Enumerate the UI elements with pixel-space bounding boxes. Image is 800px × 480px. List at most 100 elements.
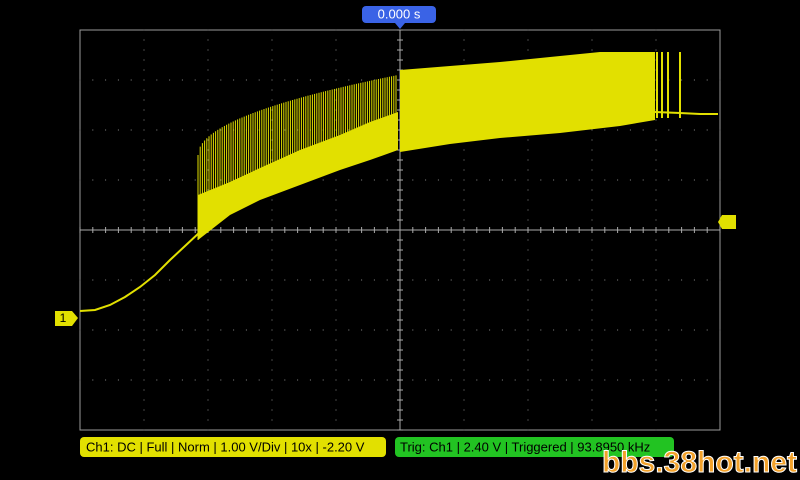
grid-dot [719,179,721,181]
grid-dot [361,179,363,181]
grid-dot [681,79,683,81]
grid-dot [271,309,273,311]
grid-dot [271,49,273,51]
grid-dot [591,279,593,281]
grid-dot [143,119,145,121]
grid-dot [604,279,606,281]
grid-dot [143,319,145,321]
grid-dot [297,379,299,381]
grid-dot [642,379,644,381]
timebase-badge [362,6,436,23]
grid-dot [271,379,273,381]
grid-dot [463,59,465,61]
grid-dot [501,329,503,331]
grid-dot [335,89,337,91]
grid-dot [143,239,145,241]
grid-dot [463,199,465,201]
grid-dot [271,159,273,161]
grid-dot [591,369,593,371]
grid-dot [361,329,363,331]
grid-dot [348,379,350,381]
grid-dot [527,209,529,211]
grid-dot [207,179,209,181]
grid-dot [527,189,529,191]
watermark: bbs.38hot.net [602,446,797,479]
grid-dot [655,29,657,31]
grid-dot [207,49,209,51]
grid-dot [591,209,593,211]
grid-dot [591,269,593,271]
grid-dot [617,129,619,131]
grid-dot [463,429,465,431]
grid-dot [476,379,478,381]
grid-dot [271,249,273,251]
grid-dot [655,339,657,341]
grid-dot [527,179,529,181]
grid-dot [79,79,81,81]
grid-dot [527,169,529,171]
grid-dot [143,379,145,381]
grid-dot [527,329,529,331]
grid-dot [693,379,695,381]
grid-dot [425,329,427,331]
grid-dot [207,39,209,41]
grid-dot [527,319,529,321]
grid-dot [476,279,478,281]
grid-dot [348,79,350,81]
grid-dot [412,279,414,281]
grid-dot [565,329,567,331]
grid-dot [527,139,529,141]
grid-dot [207,169,209,171]
trigger-position-marker [395,23,405,29]
grid-dot [271,349,273,351]
grid-dot [207,329,209,331]
grid-dot [258,79,260,81]
grid-dot [437,179,439,181]
grid-dot [284,329,286,331]
grid-dot [233,279,235,281]
grid-dot [591,129,593,131]
grid-dot [463,289,465,291]
grid-dot [629,129,631,131]
grid-dot [527,49,529,51]
grid-dot [476,179,478,181]
grid-dot [591,49,593,51]
grid-dot [143,49,145,51]
grid-dot [271,299,273,301]
grid-dot [373,179,375,181]
grid-dot [143,169,145,171]
grid-dot [527,419,529,421]
grid-dot [271,289,273,291]
grid-dot [463,369,465,371]
grid-dot [463,239,465,241]
grid-dot [194,329,196,331]
grid-dot [540,329,542,331]
grid-dot [668,129,670,131]
grid-dot [335,39,337,41]
grid-dot [373,329,375,331]
grid-dot [412,379,414,381]
grid-dot [463,339,465,341]
grid-dot [258,379,260,381]
grid-dot [271,109,273,111]
grid-dot [207,149,209,151]
grid-dot [335,259,337,261]
grid-dot [425,379,427,381]
grid-dot [194,279,196,281]
grid-dot [604,329,606,331]
grid-dot [297,329,299,331]
grid-dot [335,419,337,421]
grid-dot [143,269,145,271]
grid-dot [143,369,145,371]
grid-dot [130,129,132,131]
grid-dot [335,399,337,401]
grid-dot [591,379,593,381]
grid-dot [207,379,209,381]
grid-dot [117,179,119,181]
grid-dot [169,329,171,331]
grid-dot [591,259,593,261]
grid-dot [143,199,145,201]
grid-dot [284,279,286,281]
